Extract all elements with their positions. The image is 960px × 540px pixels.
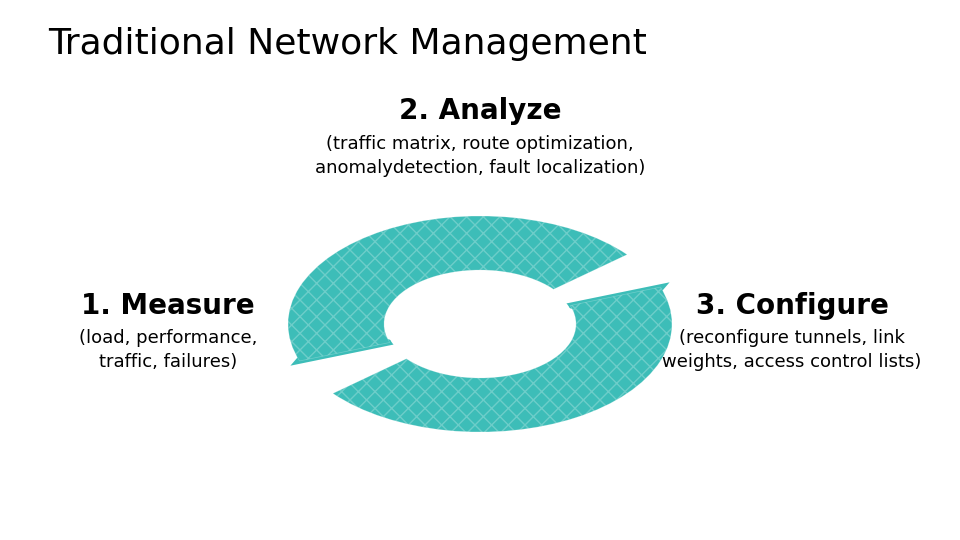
Circle shape <box>386 271 574 377</box>
Text: 3. Configure: 3. Configure <box>696 292 888 320</box>
Text: 1. Measure: 1. Measure <box>82 292 254 320</box>
Wedge shape <box>333 287 672 432</box>
Text: (load, performance,
traffic, failures): (load, performance, traffic, failures) <box>79 329 257 371</box>
Text: (reconfigure tunnels, link
weights, access control lists): (reconfigure tunnels, link weights, acce… <box>662 329 922 371</box>
Polygon shape <box>558 282 670 324</box>
Wedge shape <box>288 216 627 361</box>
Text: Traditional Network Management: Traditional Network Management <box>48 27 647 61</box>
Text: 2. Analyze: 2. Analyze <box>398 97 562 125</box>
Text: (traffic matrix, route optimization,
anomalydetection, fault localization): (traffic matrix, route optimization, ano… <box>315 135 645 177</box>
Polygon shape <box>290 324 402 366</box>
